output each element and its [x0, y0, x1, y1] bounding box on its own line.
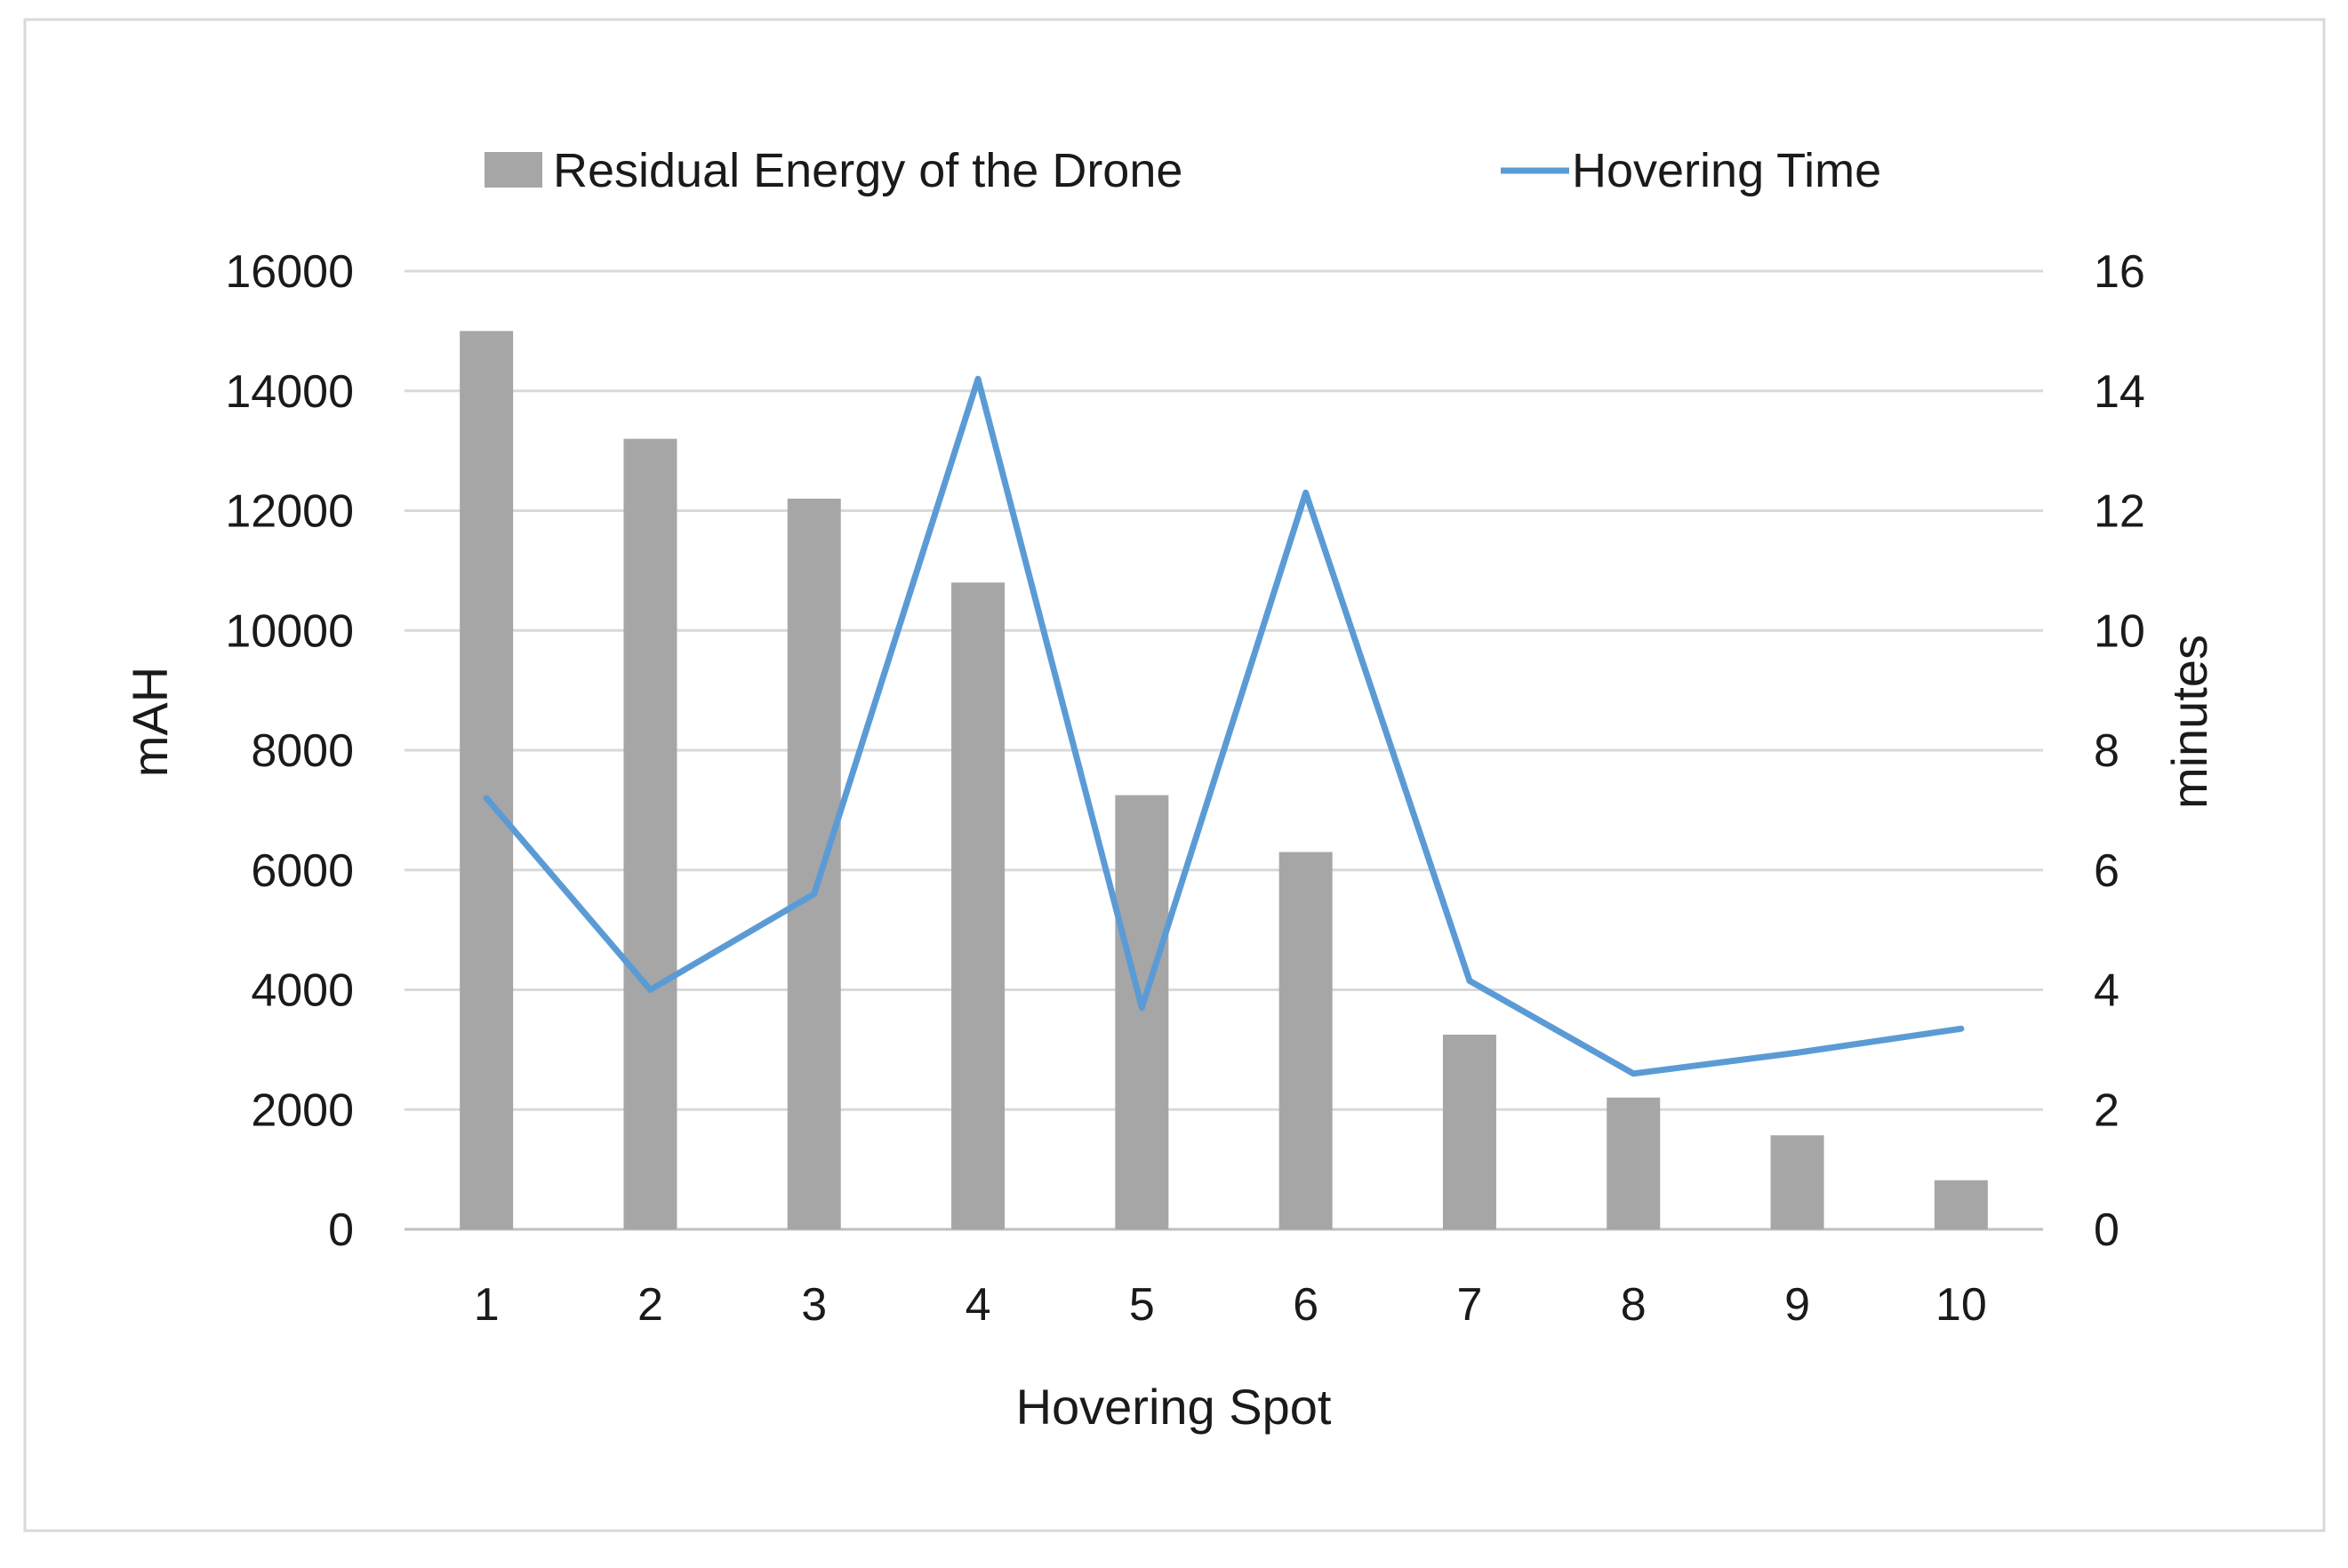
- bar-residual-energy: [623, 438, 677, 1229]
- line-hovering-time: [483, 375, 1965, 1077]
- left-tick-label: 10000: [225, 605, 354, 657]
- right-tick-label: 10: [2094, 605, 2145, 657]
- legend-item-hovering-time: Hovering Time: [1501, 144, 1881, 197]
- right-tick-label: 16: [2094, 246, 2145, 298]
- bar-residual-energy: [460, 331, 514, 1229]
- x-axis-ticks: 1 2 3 4 5 6 7 8 9 10: [474, 1279, 1987, 1331]
- left-tick-label: 6000: [251, 845, 354, 897]
- legend-label-hovering-time: Hovering Time: [1572, 144, 1881, 197]
- bar-residual-energy: [1278, 852, 1333, 1229]
- x-tick-label: 9: [1784, 1279, 1810, 1331]
- line-series: [483, 375, 1965, 1077]
- legend-label-residual-energy: Residual Energy of the Drone: [553, 144, 1182, 197]
- x-tick-label: 7: [1456, 1279, 1482, 1331]
- left-axis-title: mAH: [122, 667, 178, 777]
- right-tick-label: 2: [2094, 1084, 2120, 1136]
- left-tick-label: 14000: [225, 366, 354, 418]
- left-tick-label: 12000: [225, 486, 354, 538]
- x-tick-label: 1: [474, 1279, 500, 1331]
- left-tick-label: 0: [328, 1204, 354, 1256]
- left-tick-label: 8000: [251, 725, 354, 777]
- right-tick-label: 12: [2094, 486, 2145, 538]
- bar-series: [460, 331, 1988, 1229]
- right-tick-label: 0: [2094, 1204, 2120, 1256]
- legend-item-residual-energy: Residual Energy of the Drone: [485, 144, 1182, 197]
- right-tick-label: 14: [2094, 366, 2145, 418]
- x-tick-label: 8: [1621, 1279, 1647, 1331]
- left-axis-ticks: 0 2000 4000 6000 8000 10000 12000 14000 16000: [225, 246, 354, 1256]
- left-tick-label: 2000: [251, 1084, 354, 1136]
- x-tick-label: 3: [801, 1279, 827, 1331]
- right-tick-label: 4: [2094, 965, 2120, 1017]
- left-tick-label: 16000: [225, 246, 354, 298]
- left-tick-label: 4000: [251, 965, 354, 1017]
- bar-residual-energy: [1934, 1180, 1988, 1229]
- right-tick-label: 8: [2094, 725, 2120, 777]
- gridlines: [405, 269, 2043, 1231]
- bar-residual-energy: [1115, 795, 1169, 1229]
- bar-residual-energy: [1770, 1135, 1824, 1229]
- bar-residual-energy: [1442, 1035, 1496, 1229]
- legend: Residual Energy of the Drone Hovering Ti…: [485, 144, 1881, 197]
- x-tick-label: 10: [1935, 1279, 1987, 1331]
- x-axis-title: Hovering Spot: [1016, 1379, 1332, 1435]
- right-axis-title: minutes: [2161, 635, 2217, 809]
- right-axis-ticks: 0 2 4 6 8 10 12 14 16: [2094, 246, 2145, 1256]
- right-tick-label: 6: [2094, 845, 2120, 897]
- bar-residual-energy: [951, 582, 1006, 1229]
- legend-swatch-bar: [485, 152, 542, 188]
- bar-residual-energy: [787, 499, 841, 1229]
- x-tick-label: 2: [637, 1279, 663, 1331]
- x-tick-label: 5: [1129, 1279, 1155, 1331]
- x-tick-label: 4: [966, 1279, 991, 1331]
- x-tick-label: 6: [1293, 1279, 1318, 1331]
- bar-residual-energy: [1607, 1097, 1661, 1229]
